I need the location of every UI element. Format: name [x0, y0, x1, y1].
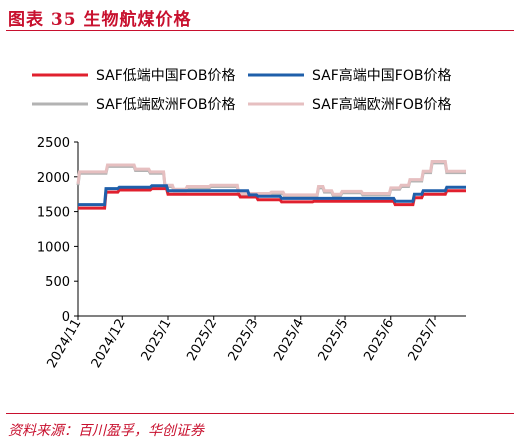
- chart-legend: SAF低端中国FOB价格 SAF高端中国FOB价格 SAF低端欧洲FOB价格 S…: [32, 67, 451, 113]
- x-tick-label: 2024/12: [89, 317, 129, 371]
- legend-label-saf-high-europe: SAF高端欧洲FOB价格: [312, 96, 451, 113]
- x-tick-label: 2025/7: [406, 317, 442, 364]
- source-note: 资料来源：百川盈孚，华创证券: [8, 423, 204, 439]
- x-tick-label: 2025/3: [226, 317, 262, 364]
- legend-label-saf-high-china: SAF高端中国FOB价格: [312, 67, 451, 84]
- y-tick-label: 1500: [37, 206, 70, 221]
- x-tick-label: 2025/1: [139, 317, 175, 364]
- x-tick-label: 2025/6: [361, 317, 397, 364]
- x-tick-label: 2025/2: [184, 317, 220, 364]
- legend-label-saf-low-europe: SAF低端欧洲FOB价格: [96, 97, 235, 113]
- source-divider: [6, 413, 514, 414]
- y-tick-label: 2500: [37, 136, 70, 151]
- title-divider: [6, 30, 514, 31]
- y-tick-label: 0: [62, 310, 70, 325]
- saf-high-europe-line: [76, 160, 466, 197]
- saf-high-china-line: [78, 184, 466, 207]
- y-tick-label: 1000: [37, 240, 70, 255]
- y-tick-label: 500: [45, 275, 70, 290]
- chart-series: [76, 160, 466, 210]
- legend-label-saf-low-china: SAF低端中国FOB价格: [96, 68, 235, 84]
- saf-low-china-line: [78, 187, 466, 210]
- x-tick-label: 2025/5: [316, 317, 352, 364]
- figure-title: 图表 35 生物航煤价格: [8, 10, 192, 30]
- x-tick-label: 2025/4: [271, 317, 307, 364]
- y-tick-label: 2000: [37, 171, 70, 186]
